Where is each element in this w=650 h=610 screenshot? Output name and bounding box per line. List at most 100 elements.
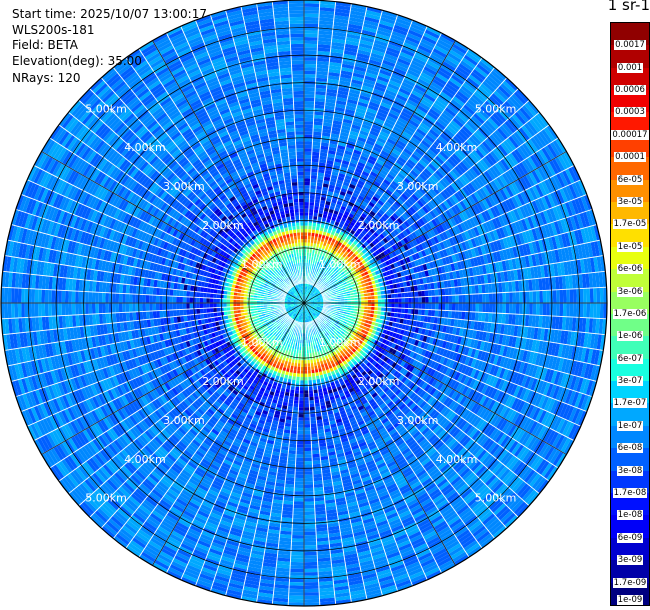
range-bin	[304, 20, 319, 24]
range-bin	[381, 303, 385, 308]
range-bin	[336, 271, 341, 276]
range-bin	[314, 195, 321, 200]
range-bin	[401, 130, 413, 140]
range-bin	[475, 110, 488, 123]
range-bin	[375, 78, 389, 87]
range-bin	[414, 308, 419, 315]
range-bin	[304, 249, 307, 253]
range-bin	[314, 104, 325, 109]
range-bin	[360, 32, 376, 40]
range-bin	[318, 17, 334, 22]
range-bin	[410, 153, 421, 162]
range-bin	[309, 287, 312, 291]
range-bin	[314, 236, 318, 241]
range-bin	[546, 290, 550, 303]
range-bin	[467, 48, 483, 61]
range-bin	[361, 148, 372, 156]
range-bin	[484, 119, 497, 132]
range-bin	[381, 98, 394, 107]
range-bin	[323, 261, 328, 266]
range-bin	[322, 264, 326, 269]
range-bin	[350, 7, 367, 14]
range-bin	[382, 212, 390, 220]
range-bin	[512, 291, 517, 303]
range-bin	[306, 293, 309, 297]
range-bin	[421, 309, 426, 316]
range-bin	[471, 93, 485, 106]
range-bin	[428, 108, 441, 118]
range-bin	[329, 177, 338, 183]
range-bin	[394, 96, 407, 106]
range-bin	[418, 75, 432, 85]
range-bin	[385, 188, 393, 196]
range-bin	[397, 90, 410, 100]
range-bin	[460, 85, 474, 97]
range-bin	[304, 10, 320, 14]
range-bin	[360, 173, 369, 181]
range-bin	[399, 153, 409, 162]
range-bin	[335, 265, 340, 270]
range-bin	[394, 210, 402, 218]
range-bin	[322, 183, 330, 188]
range-bin	[362, 167, 372, 175]
range-bin	[349, 260, 354, 265]
range-bin	[328, 208, 335, 214]
range-bin	[406, 142, 417, 151]
range-bin	[310, 292, 314, 296]
range-bin	[335, 203, 342, 209]
range-bin	[374, 36, 390, 44]
range-bin	[395, 187, 404, 196]
range-bin	[381, 165, 391, 174]
range-bin	[392, 126, 404, 134]
range-bin	[441, 288, 446, 296]
range-bin	[304, 107, 315, 112]
range-bin	[304, 141, 313, 145]
range-bin	[579, 303, 584, 318]
range-bin	[304, 104, 315, 108]
range-bin	[354, 167, 363, 174]
range-bin	[334, 158, 343, 164]
range-bin	[321, 132, 331, 137]
range-bin	[314, 275, 318, 279]
range-bin	[462, 104, 476, 116]
range-bin	[425, 165, 435, 175]
range-bin	[304, 13, 320, 18]
range-bin	[445, 125, 458, 136]
range-bin	[311, 289, 315, 293]
range-bin	[454, 68, 469, 80]
range-bin	[347, 186, 355, 193]
range-bin	[324, 265, 328, 270]
range-bin	[382, 203, 390, 211]
range-bin	[321, 275, 326, 280]
range-bin	[394, 21, 411, 30]
range-bin	[384, 175, 394, 184]
range-bin	[312, 138, 322, 143]
range-bin	[311, 158, 320, 163]
range-bin	[379, 233, 386, 240]
range-bin	[317, 175, 325, 180]
range-bin	[495, 303, 500, 314]
range-bin	[422, 153, 433, 163]
range-bin	[323, 273, 328, 277]
range-bin	[414, 177, 424, 187]
range-bin	[409, 169, 419, 178]
range-bin	[304, 242, 308, 246]
range-bin	[336, 214, 343, 220]
range-bin	[377, 133, 389, 142]
range-bin	[313, 111, 325, 116]
range-bin	[316, 289, 320, 293]
range-bin	[414, 147, 425, 157]
range-bin	[320, 270, 325, 275]
range-bin	[418, 296, 422, 303]
range-bin	[475, 303, 480, 313]
range-bin	[304, 74, 316, 78]
range-bin	[304, 134, 313, 139]
range-bin	[310, 175, 318, 180]
range-bin	[348, 183, 357, 190]
range-bin	[408, 195, 417, 204]
range-bin	[337, 172, 346, 179]
range-bin	[414, 291, 419, 298]
range-bin	[404, 297, 409, 303]
range-bin	[427, 176, 437, 186]
range-bin	[383, 191, 391, 199]
